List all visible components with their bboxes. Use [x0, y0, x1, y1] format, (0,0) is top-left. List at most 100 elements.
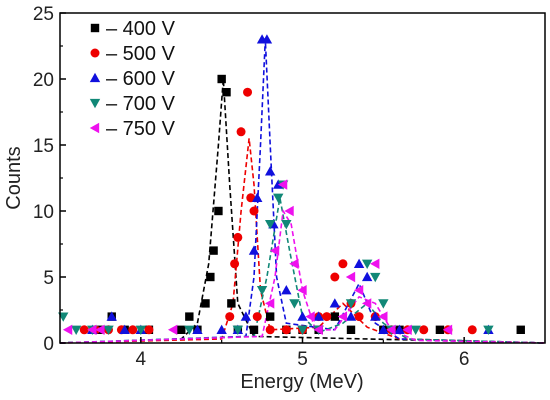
data-point-500v	[419, 325, 429, 335]
data-point-750v	[442, 324, 453, 335]
data-point-750v	[345, 271, 356, 283]
data-point-700v	[378, 299, 389, 309]
data-point-700v	[289, 299, 300, 309]
data-point-750v	[277, 179, 288, 190]
data-point-600v	[345, 311, 357, 321]
legend-label-750v: – 750 V	[106, 118, 176, 140]
data-point-400v	[206, 272, 215, 282]
data-point-600v	[192, 324, 203, 334]
x-tick-label: 6	[459, 349, 470, 370]
data-point-500v	[246, 193, 256, 203]
legend-marker-500v	[90, 48, 100, 58]
data-point-700v	[232, 325, 244, 335]
data-point-400v	[516, 325, 525, 334]
data-point-600v	[240, 311, 252, 321]
y-axis-label: Counts	[3, 146, 25, 209]
y-tick-label: 10	[33, 202, 54, 223]
data-point-400v	[222, 88, 231, 97]
data-point-400v	[330, 312, 340, 321]
data-point-400v	[185, 312, 194, 321]
data-point-500v	[144, 325, 154, 335]
data-point-400v	[201, 299, 210, 308]
data-point-600v	[370, 311, 381, 321]
data-point-750v	[386, 324, 396, 335]
x-tick-label: 4	[136, 349, 147, 370]
data-point-600v	[353, 258, 365, 268]
data-point-600v	[329, 298, 341, 308]
data-point-750v	[95, 324, 105, 335]
legend-marker-600v	[89, 72, 101, 83]
data-point-500v	[236, 127, 246, 137]
data-point-700v	[70, 325, 82, 335]
data-point-500v	[243, 87, 253, 97]
data-point-400v	[346, 325, 356, 334]
data-point-750v	[87, 324, 97, 335]
data-point-750v	[402, 324, 412, 335]
data-point-600v	[297, 311, 308, 321]
data-point-700v	[361, 259, 373, 269]
data-point-750v	[313, 324, 323, 335]
fit-curve-500v	[59, 138, 546, 344]
data-point-500v	[281, 325, 291, 335]
legend-label-500v: – 500 V	[106, 43, 176, 65]
data-point-700v	[103, 325, 114, 335]
data-point-500v	[128, 325, 138, 335]
x-axis-label: Energy (MeV)	[240, 371, 363, 393]
data-point-500v	[252, 312, 262, 322]
legend-label-700v: – 700 V	[106, 93, 176, 115]
data-point-400v	[214, 206, 223, 216]
data-point-750v	[378, 311, 388, 322]
data-point-750v	[284, 205, 294, 217]
data-point-600v	[281, 285, 292, 295]
data-point-600v	[216, 324, 227, 334]
data-point-400v	[435, 325, 445, 334]
data-point-750v	[289, 258, 299, 269]
data-point-600v	[313, 311, 324, 321]
data-point-500v	[249, 206, 259, 216]
legend-marker-700v	[89, 98, 101, 109]
data-point-400v	[227, 299, 236, 308]
data-point-750v	[353, 285, 364, 296]
data-point-600v	[248, 245, 260, 255]
data-point-750v	[264, 298, 275, 309]
data-points	[58, 34, 525, 335]
data-point-700v	[273, 193, 284, 203]
data-point-500v	[467, 325, 477, 335]
data-point-750v	[297, 285, 307, 296]
data-point-750v	[62, 324, 73, 335]
legend-label-400v: – 400 V	[106, 18, 176, 40]
data-point-700v	[410, 325, 421, 335]
data-point-600v	[264, 166, 276, 176]
data-point-500v	[265, 325, 275, 335]
data-point-750v	[269, 245, 280, 256]
data-point-700v	[345, 299, 357, 309]
data-point-500v	[322, 312, 332, 322]
data-point-500v	[230, 259, 240, 269]
legend-marker-400v	[90, 23, 100, 33]
data-point-500v	[330, 272, 340, 282]
data-point-700v	[184, 325, 195, 335]
data-point-600v	[378, 324, 389, 334]
data-point-400v	[249, 325, 259, 334]
data-point-750v	[305, 311, 315, 322]
y-tick-label: 5	[43, 268, 54, 289]
data-point-700v	[135, 325, 147, 335]
legend-marker-750v	[89, 122, 100, 134]
data-point-750v	[370, 258, 380, 269]
y-tick-label: 25	[33, 4, 54, 25]
data-point-750v	[337, 311, 348, 322]
data-point-700v	[256, 286, 268, 296]
data-point-600v	[273, 179, 284, 189]
data-point-700v	[483, 325, 494, 335]
data-point-400v	[265, 312, 275, 321]
legend-label-600v: – 600 V	[106, 68, 176, 90]
data-point-700v	[370, 272, 381, 283]
data-point-500v	[354, 312, 364, 322]
axis-ticks	[59, 12, 546, 344]
data-point-700v	[264, 220, 276, 230]
y-tick-label: 0	[43, 334, 54, 355]
y-tick-label: 20	[33, 70, 54, 91]
data-point-600v	[361, 271, 373, 282]
data-point-500v	[79, 325, 89, 335]
